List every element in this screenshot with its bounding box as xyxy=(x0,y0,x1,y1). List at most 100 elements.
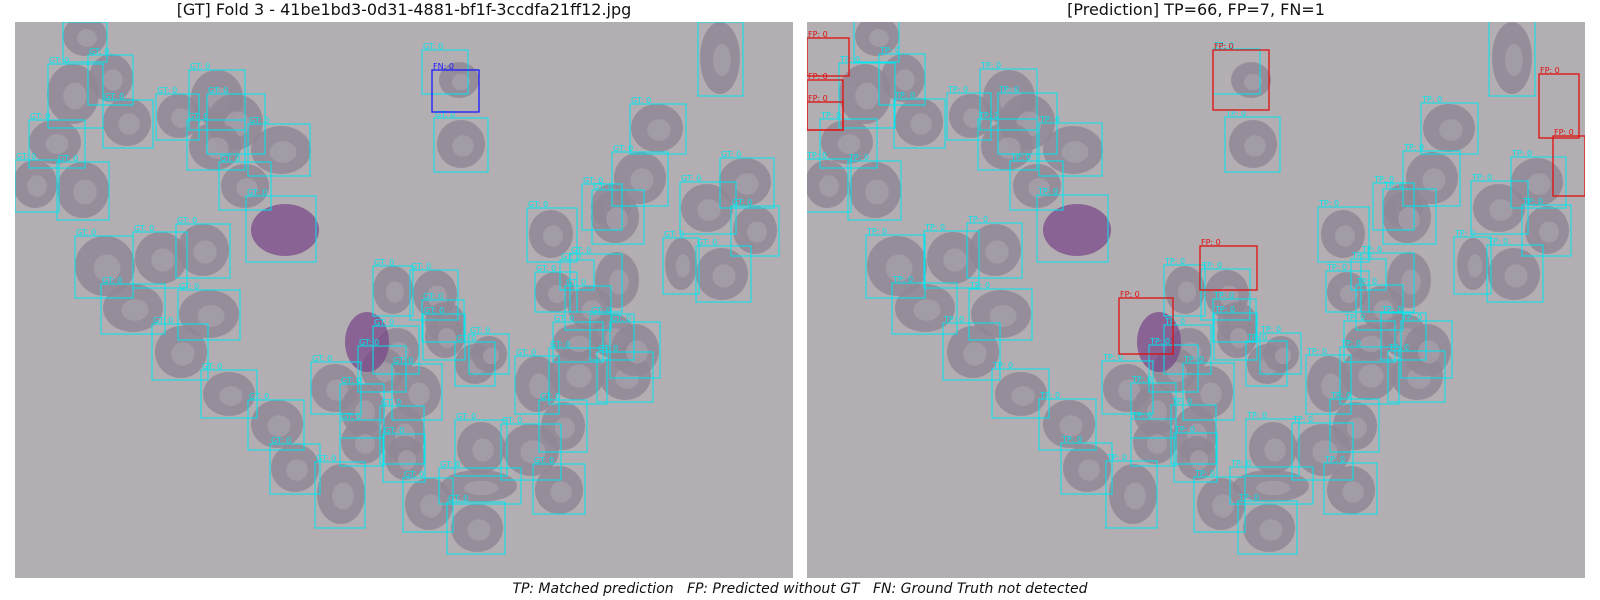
tp-box-rect xyxy=(1237,500,1298,555)
tp-box-label: TP: 0 xyxy=(1039,391,1060,400)
pred-cell-center xyxy=(1259,519,1283,541)
gt-box-label: GT: 0 xyxy=(536,264,556,273)
gt-box-rect xyxy=(47,63,104,129)
tp-box-label: TP: 0 xyxy=(1213,291,1234,300)
gt-cell-center xyxy=(630,168,654,192)
tp-box: TP: 0 xyxy=(1170,397,1217,465)
gt-cell-center xyxy=(77,29,97,47)
gt-box-label: GT: 0 xyxy=(566,278,586,287)
gt-box: GT: 0 xyxy=(697,22,744,97)
prediction-annotated-image: TP: 0 TP: 0 TP: 0 TP: 0 TP: 0 TP: 0 TP: 0 TP: 0… xyxy=(807,22,1585,578)
tp-box-label: TP: 0 xyxy=(1238,493,1259,502)
pred-cell-center xyxy=(1212,494,1234,518)
gt-cell-center xyxy=(398,450,416,470)
tp-box: TP: 0 xyxy=(1259,325,1302,375)
gt-box-label: GT: 0 xyxy=(540,392,560,401)
tp-box-rect xyxy=(1245,340,1288,387)
gt-box-rect xyxy=(409,269,459,321)
gt-box-label: GT: 0 xyxy=(89,47,109,56)
tp-box-rect xyxy=(1355,284,1404,331)
gt-cell-center xyxy=(205,137,229,159)
gt-box-label: GT: 0 xyxy=(631,96,651,105)
tp-box-label: TP: 0 xyxy=(1306,347,1327,356)
tp-box-label: TP: 0 xyxy=(1164,257,1185,266)
tp-box-rect xyxy=(865,234,926,299)
fp-box: FP: 0 xyxy=(1199,238,1258,291)
gt-box: GT: 0 xyxy=(382,426,426,483)
tp-box-rect xyxy=(1343,320,1396,363)
prediction-panel-title: [Prediction] TP=66, FP=7, FN=1 xyxy=(1067,0,1325,19)
gt-box-label: GT: 0 xyxy=(64,22,84,23)
gt-box: GT: 0 xyxy=(100,276,166,335)
gt-box-label: GT: 0 xyxy=(359,338,379,347)
gt-box-label: GT: 0 xyxy=(697,238,717,247)
tp-box-rect xyxy=(1382,188,1437,245)
gt-cell-center xyxy=(472,438,494,462)
gt-box-rect xyxy=(102,99,154,149)
tp-box-label: TP: 0 xyxy=(1183,355,1204,364)
tp-box: TP: 0 xyxy=(1360,245,1415,313)
tp-box: TP: 0 xyxy=(1305,347,1352,415)
tp-box: TP: 0 xyxy=(1213,305,1258,361)
tp-box-label: TP: 0 xyxy=(1381,305,1402,314)
pred-cell-center xyxy=(885,254,913,282)
tp-box: TP: 0 xyxy=(1400,313,1453,379)
tp-box-rect xyxy=(1380,312,1427,361)
gt-box-rect xyxy=(379,405,425,465)
pred-cell-center xyxy=(1061,141,1089,163)
pred-cell-center xyxy=(1190,450,1208,470)
tp-box-label: TP: 0 xyxy=(1511,149,1532,158)
gt-box-rect xyxy=(247,123,311,177)
pred-cell-center xyxy=(1360,335,1382,353)
gt-box-rect xyxy=(433,117,489,173)
gt-box-label: GT: 0 xyxy=(208,86,228,95)
fn-box: FN: 0 xyxy=(431,62,480,113)
gt-box-label: GT: 0 xyxy=(190,62,210,71)
gt-cell-center xyxy=(93,254,121,282)
gt-box-label: GT: 0 xyxy=(374,318,394,327)
gt-cell-center xyxy=(548,285,566,303)
gt-cell-center xyxy=(543,225,563,247)
tp-box-rect xyxy=(1163,324,1212,375)
gt-box: GT: 0 xyxy=(102,92,154,149)
tp-box-label: TP: 0 xyxy=(1324,455,1345,464)
gt-box: GT: 0 xyxy=(339,412,385,467)
pred-cell-center xyxy=(1118,379,1140,401)
gt-box-rect xyxy=(151,323,209,381)
gt-cell-center xyxy=(467,519,491,541)
tp-box-rect xyxy=(1521,204,1572,257)
pred-cell-center xyxy=(869,29,889,47)
pred-cell-center xyxy=(1244,135,1266,157)
gt-cell-center xyxy=(118,113,140,135)
tp-box: TP: 0 xyxy=(979,61,1038,131)
tp-box: TP: 0 xyxy=(853,22,900,63)
fp-box-rect xyxy=(1118,297,1174,355)
gt-box-rect xyxy=(372,265,414,317)
tp-box-rect xyxy=(1510,156,1567,209)
gt-box-label: GT: 0 xyxy=(611,314,631,323)
gt-box: GT: 0 xyxy=(87,47,134,106)
tp-box: TP: 0 xyxy=(807,151,852,213)
tp-box-rect xyxy=(1212,298,1257,343)
tp-box-rect xyxy=(1101,360,1154,415)
pred-cell-center xyxy=(1321,373,1341,399)
tp-box: TP: 0 xyxy=(1486,237,1544,303)
gt-box-rect xyxy=(175,223,231,279)
gt-box-label: GT: 0 xyxy=(732,198,752,207)
gt-box-label: GT: 0 xyxy=(664,230,684,239)
gt-box-rect xyxy=(218,161,272,211)
gt-box-label: GT: 0 xyxy=(247,188,267,197)
gt-box-label: GT: 0 xyxy=(177,216,197,225)
tp-box-rect xyxy=(1305,354,1352,415)
tp-box-label: TP: 0 xyxy=(1260,325,1281,334)
gt-box-label: GT: 0 xyxy=(456,412,476,421)
pred-cell-center xyxy=(1274,347,1292,365)
gt-box-rect xyxy=(339,383,385,439)
gt-box: GT: 0 xyxy=(564,278,612,331)
tp-box: TP: 0 xyxy=(1038,391,1097,451)
gt-image-panel: GT: 0 GT: 0 GT: 0 GT: 0 GT: 0 GT: 0 GT: 0 GT: 0… xyxy=(15,22,793,578)
tp-box: TP: 0 xyxy=(977,111,1038,171)
gt-box-label: GT: 0 xyxy=(188,112,208,121)
tp-box-label: TP: 0 xyxy=(1106,453,1127,462)
gt-box: GT: 0 xyxy=(662,230,700,295)
